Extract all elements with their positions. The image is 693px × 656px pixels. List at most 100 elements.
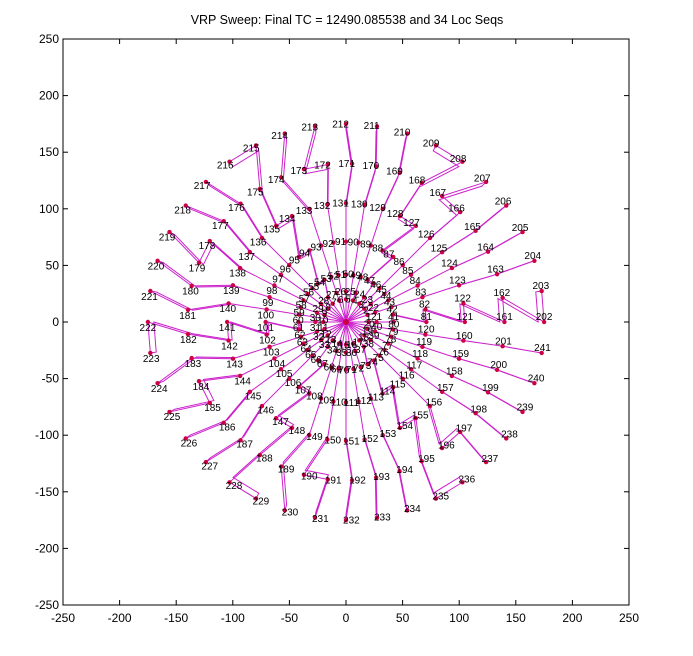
node-label: 170 [363, 161, 380, 172]
customer-node [314, 310, 320, 315]
y-tick-label: 0 [52, 315, 59, 329]
route-path [157, 321, 347, 384]
node-label: 229 [253, 496, 270, 507]
customer-node [373, 475, 379, 480]
customer-node [196, 379, 202, 384]
node-label: 216 [217, 160, 234, 171]
customer-node [253, 496, 259, 501]
customer-node [365, 326, 370, 332]
customer-node [356, 399, 361, 404]
customer-node [539, 288, 544, 294]
node-label: 228 [226, 481, 243, 492]
node-label: 20 [364, 319, 376, 330]
customer-node [330, 338, 335, 343]
route-path [345, 205, 507, 323]
node-label: 157 [437, 383, 454, 394]
customer-node [362, 306, 367, 311]
node-label: 15 [339, 341, 351, 352]
y-tick-label: 150 [39, 145, 59, 159]
customer-node [296, 319, 301, 325]
route-path [345, 321, 542, 354]
customer-node [427, 403, 433, 409]
node-label: 234 [404, 504, 421, 515]
customer-node [350, 298, 356, 303]
node-label: 129 [369, 203, 386, 214]
node-label: 193 [373, 472, 390, 483]
route-path [345, 321, 378, 518]
node-label: 55 [308, 282, 320, 293]
node-label: 220 [148, 261, 165, 272]
customer-node [336, 366, 341, 372]
customer-node [322, 326, 327, 332]
customer-node [368, 337, 373, 343]
x-tick-label: 150 [506, 611, 526, 625]
node-label: 73 [360, 361, 372, 372]
node-label: 24 [354, 290, 366, 301]
route-path [345, 321, 507, 439]
node-label: 122 [454, 294, 471, 305]
node-label: 145 [245, 392, 262, 403]
customer-node [301, 298, 306, 303]
customer-node [457, 209, 463, 215]
customer-node [203, 459, 209, 465]
customer-node [155, 258, 160, 263]
customer-node [322, 277, 327, 282]
customer-node [189, 283, 194, 289]
node-label: 173 [290, 166, 307, 177]
customer-node [377, 353, 382, 358]
node-label: 93 [310, 243, 322, 254]
customer-node [334, 290, 339, 296]
route-path [345, 321, 523, 413]
node-label: 179 [189, 263, 206, 274]
node-label: 19 [362, 326, 374, 337]
node-label: 39 [368, 331, 380, 342]
customer-node [237, 265, 243, 271]
node-label: 221 [141, 292, 158, 303]
route-path [205, 181, 347, 323]
node-label: 142 [221, 341, 238, 352]
node-label: 29 [313, 304, 325, 315]
customer-node [321, 319, 326, 325]
node-label: 85 [402, 266, 414, 277]
customer-node [374, 515, 380, 520]
node-label: 12 [321, 330, 333, 341]
customer-node [307, 206, 312, 212]
customer-node [520, 229, 525, 235]
customer-node [313, 319, 318, 325]
node-label: 68 [324, 362, 336, 373]
node-label: 134 [279, 214, 296, 225]
customer-node [330, 301, 335, 306]
node-label: 109 [318, 396, 335, 407]
customer-node [336, 272, 341, 278]
customer-node [424, 319, 429, 325]
customer-node [148, 350, 153, 356]
node-label: 240 [528, 374, 545, 385]
node-label: 61 [293, 323, 305, 334]
node-label: 183 [185, 359, 202, 370]
customer-node [439, 389, 445, 395]
customer-node [541, 319, 547, 325]
node-label: 217 [194, 181, 211, 192]
node-label: 181 [179, 311, 196, 322]
customer-node [386, 298, 391, 303]
customer-node [457, 429, 463, 435]
node-label: 3 [358, 300, 364, 311]
x-tick-label: 100 [449, 611, 469, 625]
node-label: 31 [310, 323, 322, 334]
customer-node [397, 213, 403, 219]
node-label: 63 [297, 337, 309, 348]
node-label: 126 [418, 230, 435, 241]
node-label: 92 [323, 239, 335, 250]
customer-node [500, 343, 505, 349]
node-label: 132 [314, 201, 331, 212]
customer-node [257, 186, 263, 192]
node-label: 17 [353, 337, 365, 348]
node-label: 46 [370, 280, 382, 291]
customer-node [331, 399, 336, 404]
node-label: 219 [159, 232, 176, 243]
node-label: 18 [358, 333, 370, 344]
customer-node [189, 355, 194, 361]
node-label: 215 [243, 143, 260, 154]
customer-node [331, 240, 336, 245]
customer-node [365, 362, 370, 367]
